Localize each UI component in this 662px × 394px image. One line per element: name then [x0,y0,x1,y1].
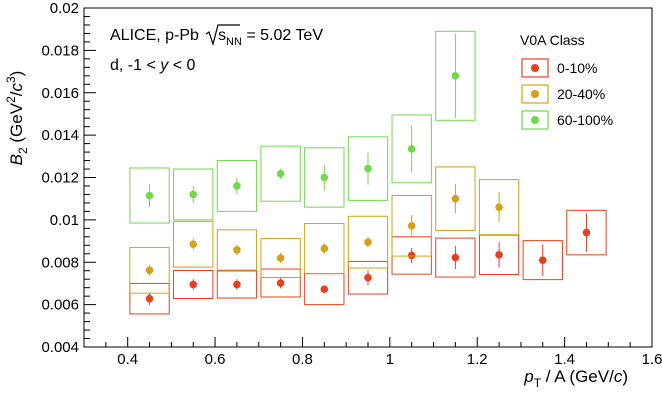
annotation-line1: ALICE, p-Pb [110,27,199,44]
data-point [276,254,285,262]
data-point [145,294,154,303]
data-point [320,173,329,182]
sys-box [435,237,476,278]
sys-box [391,114,432,184]
data-point [407,222,416,230]
series-60-100% [129,30,476,224]
data-point [451,253,460,262]
sys-box [216,160,258,212]
data-point [495,251,503,259]
x-tick-label: 1.6 [642,351,662,368]
sys-box [129,167,170,224]
legend-label: 0-10% [557,60,597,76]
sys-box [173,270,214,299]
sys-box [435,30,476,121]
sys-box [260,268,301,298]
data-point [320,285,329,293]
legend-swatch-marker [531,64,539,72]
x-tick-label: 1 [386,351,394,368]
legend-swatch-box [521,84,549,104]
y-axis-title: B2 (GeV2/c3) [4,71,30,166]
y-tick-label: 0.018 [41,42,79,59]
sys-box [435,166,476,231]
x-axis-title: pT / A (GeV/c) [523,367,628,390]
sys-box [347,215,389,269]
data-point [233,246,241,254]
legend-label: 60-100% [557,112,613,128]
x-tick-label: 1.2 [467,351,488,368]
legend-swatch-marker [531,90,539,98]
y-tick-label: 0.004 [41,339,79,356]
y-tick-label: 0.014 [41,127,79,144]
y-tick-label: 0.016 [41,85,79,102]
y-tick-label: 0.01 [50,212,79,229]
sqrt-symbol [205,24,240,47]
sys-box [216,229,258,271]
legend-swatch-marker [531,116,539,124]
sys-box [304,147,345,208]
annotation: ALICE, p-Pb d, -1 < y < 0 sNN = 5.02 TeV [110,24,323,74]
y-tick-label: 0.008 [41,254,79,271]
series-layer [129,30,607,315]
series-20-40% [129,166,520,294]
y-tick-label: 0.012 [41,170,79,187]
x-tick-label: 1.4 [554,351,575,368]
sys-box [522,240,563,281]
legend-swatch-box [521,110,549,130]
y-tick-label: 0.02 [50,0,79,17]
data-point [276,169,285,178]
data-point [364,273,372,282]
data-point [145,191,154,200]
sys-box [347,136,389,201]
annotation-sqrt-s: sNN = 5.02 TeV [218,27,323,48]
data-point [407,251,416,260]
x-axis: 0.4 0.6 0.8 1 1.2 1.4 1.6 [83,337,662,368]
legend: V0A Class 0-10% 20-40% 60-100% [520,32,613,130]
data-point [189,190,198,199]
sys-box [478,179,520,236]
y-tick-label: 0.006 [41,297,79,314]
data-point [233,182,241,190]
data-point [189,240,198,249]
data-point [189,280,198,289]
series-0-10% [129,209,607,315]
data-point [145,266,154,275]
x-tick-label: 0.4 [117,351,138,368]
data-point [495,203,503,211]
data-point [233,280,241,289]
sys-box [566,209,607,256]
legend-title: V0A Class [520,32,585,48]
data-point [538,256,547,264]
sys-box [129,282,170,315]
sys-box [260,145,301,202]
data-point [582,228,591,237]
data-point [451,72,460,80]
legend-swatch-box [521,58,549,78]
sys-box [347,260,389,295]
sys-box [129,246,170,294]
x-tick-label: 0.8 [292,351,313,368]
data-point [451,194,460,203]
data-point [364,238,372,246]
data-point [320,244,329,253]
sys-box [391,195,432,257]
sys-box [216,270,258,299]
sys-box [173,220,214,268]
annotation-line2: d, -1 < y < 0 [110,57,195,74]
x-tick-label: 0.6 [205,351,226,368]
data-point [364,164,372,173]
data-point [407,145,416,153]
sys-box [304,222,345,274]
data-point [276,279,285,287]
sys-box [260,238,301,279]
y-axis: 0.004 0.006 0.008 0.01 0.012 0.014 0.016 0.018 0… [41,0,96,356]
legend-label: 20-40% [557,86,605,102]
sys-box [173,168,214,221]
